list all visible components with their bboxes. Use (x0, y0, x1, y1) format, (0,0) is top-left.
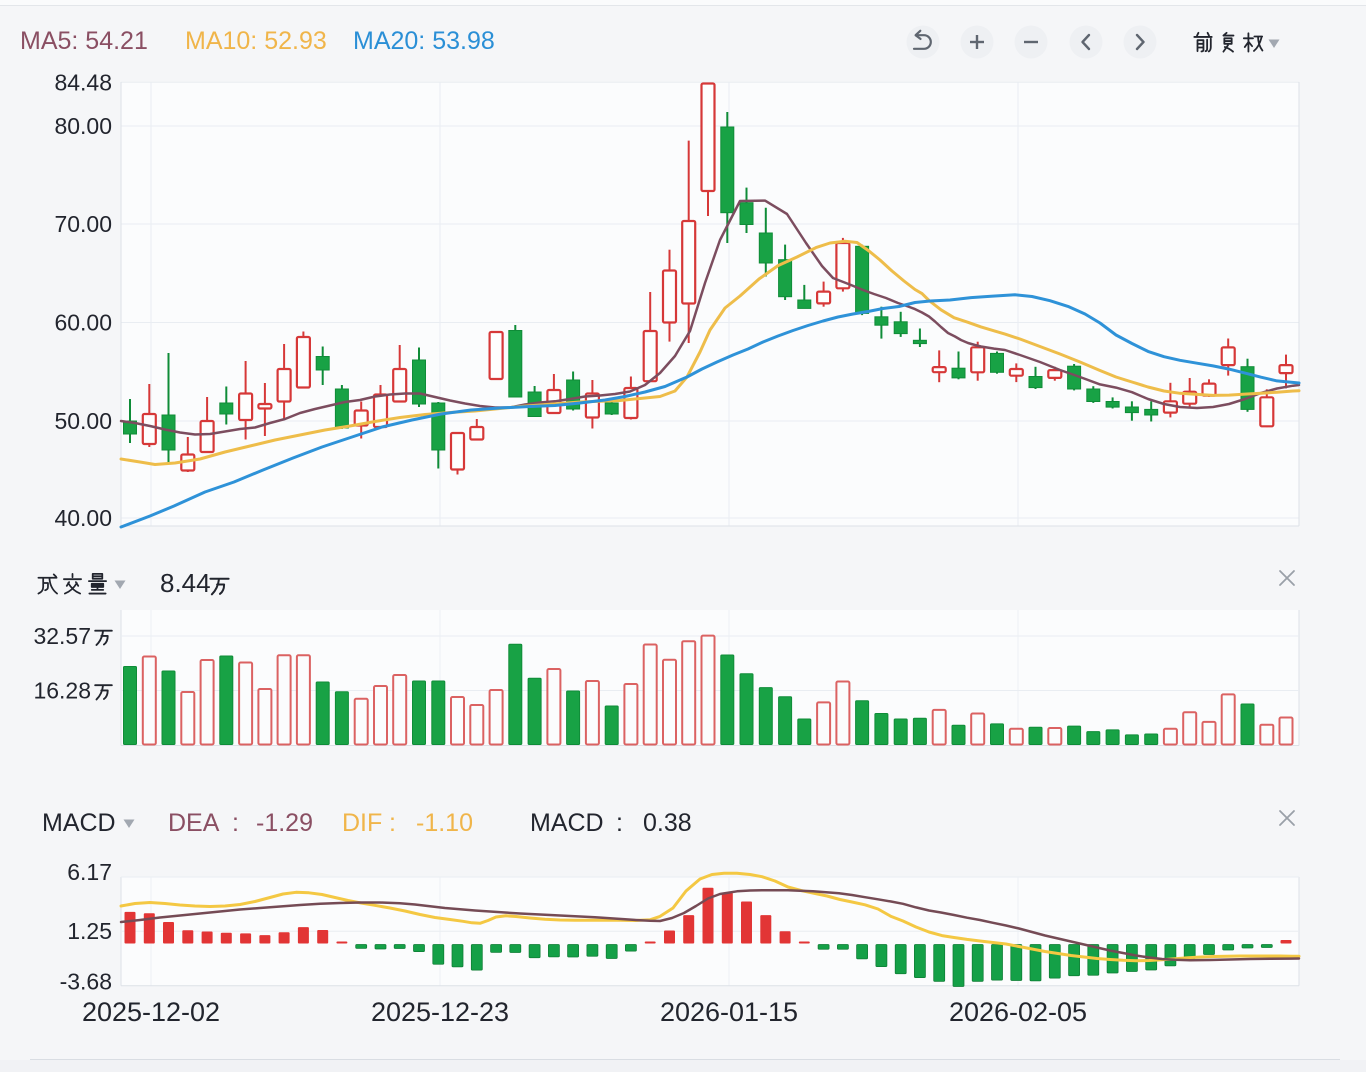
svg-text:MACD: MACD (530, 809, 604, 837)
svg-text:-1.29: -1.29 (256, 809, 313, 837)
svg-text:MA10: 52.93: MA10: 52.93 (185, 27, 327, 55)
svg-text:8.44: 8.44 (160, 568, 211, 598)
svg-text:2025-12-23: 2025-12-23 (371, 997, 509, 1027)
svg-text:MA5: 54.21: MA5: 54.21 (20, 27, 148, 55)
svg-text:-1.10: -1.10 (416, 809, 473, 837)
svg-text:32.57: 32.57 (33, 623, 91, 649)
svg-text:DEA: DEA (168, 809, 220, 837)
svg-text::: : (232, 809, 239, 837)
svg-text:84.48: 84.48 (54, 69, 112, 95)
svg-text:80.00: 80.00 (54, 113, 112, 139)
svg-text:40.00: 40.00 (54, 505, 112, 531)
svg-text:DIF: DIF (342, 809, 382, 837)
svg-text:50.00: 50.00 (54, 408, 112, 434)
svg-text:60.00: 60.00 (54, 310, 112, 336)
svg-text:6.17: 6.17 (67, 859, 112, 885)
svg-text:16.28: 16.28 (33, 678, 91, 704)
svg-text:MA20: 53.98: MA20: 53.98 (353, 27, 495, 55)
svg-text:MACD: MACD (42, 809, 116, 837)
svg-text:70.00: 70.00 (54, 211, 112, 237)
svg-text::: : (616, 809, 623, 837)
svg-text:0.38: 0.38 (643, 809, 692, 837)
svg-text:2026-01-15: 2026-01-15 (660, 997, 798, 1027)
svg-text:2025-12-02: 2025-12-02 (82, 997, 220, 1027)
svg-text::: : (389, 809, 396, 837)
svg-text:2026-02-05: 2026-02-05 (949, 997, 1087, 1027)
svg-text:-3.68: -3.68 (60, 969, 112, 995)
svg-text:1.25: 1.25 (67, 918, 112, 944)
